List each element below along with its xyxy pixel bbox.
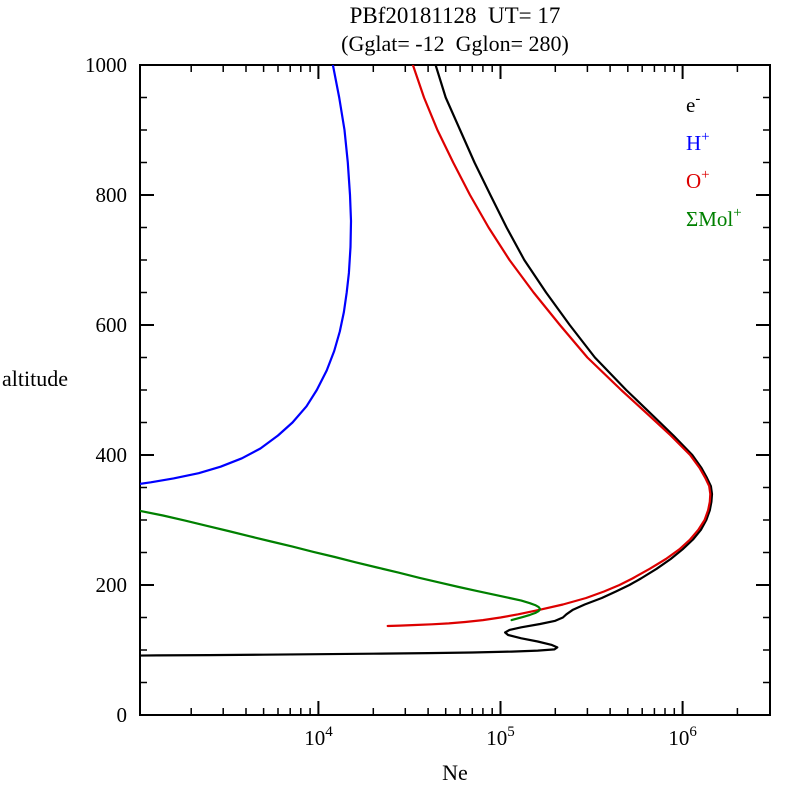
chart-subtitle: (Gglat= -12 Gglon= 280) (341, 31, 569, 56)
chart-title: PBf20181128 UT= 17 (349, 3, 561, 28)
legend-hydrogen-ion: H+ (686, 129, 710, 155)
y-tick-label: 800 (96, 183, 128, 207)
major-tick-marks (140, 64, 770, 716)
series-oxygen-ion (386, 65, 712, 628)
series-electron (140, 65, 714, 657)
x-tick-label: 106 (668, 724, 697, 750)
x-tick-label: 104 (304, 724, 333, 750)
y-tick-label: 1000 (85, 53, 127, 77)
series-molecular-ions (140, 509, 542, 622)
y-tick-label: 600 (96, 313, 128, 337)
y-axis-title: altitude (2, 366, 68, 391)
y-tick-label: 400 (96, 443, 128, 467)
legend-molecular-ions: ΣMol+ (686, 205, 742, 231)
legend-oxygen-ion: O+ (686, 167, 710, 193)
y-tick-label: 0 (117, 703, 128, 727)
series-hydrogen-ion (140, 65, 353, 485)
y-tick-label: 200 (96, 573, 128, 597)
legend-electron: e- (686, 91, 700, 117)
x-axis-title: Ne (442, 760, 468, 785)
x-tick-label: 105 (486, 724, 515, 750)
minor-tick-marks (140, 65, 770, 715)
plot-frame (139, 64, 771, 716)
